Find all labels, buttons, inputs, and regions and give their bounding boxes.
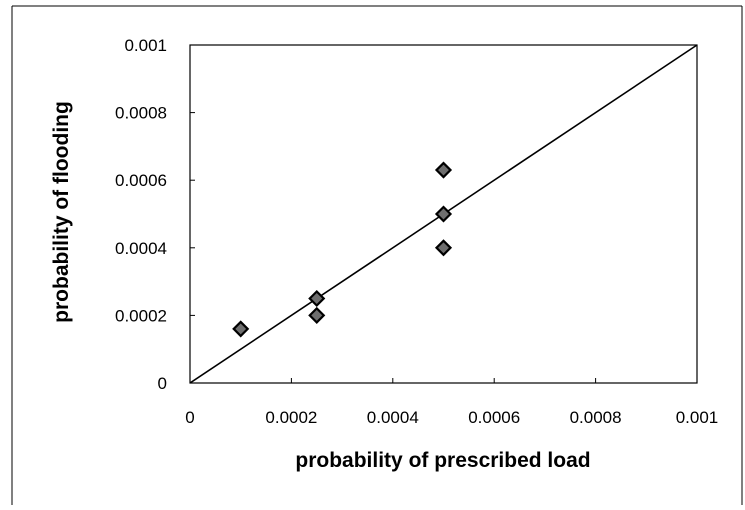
data-point [232, 320, 250, 338]
y-tick-label: 0.0006 [115, 171, 167, 190]
x-axis: 0 0.0002 0.0004 0.0006 0.0008 0.001 [185, 378, 718, 427]
y-tick-label: 0.0002 [115, 306, 167, 325]
data-point [434, 161, 453, 179]
x-tick-label: 0.0002 [265, 408, 317, 427]
x-tick-label: 0.0008 [570, 408, 622, 427]
y-tick-label: 0.0004 [115, 239, 167, 258]
y-tick-label: 0 [158, 374, 167, 393]
y-axis: 0 0.0002 0.0004 0.0006 0.0008 0.001 [115, 36, 195, 393]
data-point [308, 289, 326, 308]
x-axis-title: probability of prescribed load [295, 449, 590, 472]
data-points [232, 161, 453, 338]
x-tick-label: 0.0006 [468, 408, 520, 427]
y-axis-title: probability of flooding [50, 101, 73, 323]
y-tick-label: 0.001 [124, 36, 167, 55]
x-tick-label: 0 [185, 408, 194, 427]
y-tick-label: 0.0008 [115, 104, 167, 123]
x-tick-label: 0.001 [676, 408, 719, 427]
data-point [434, 239, 453, 257]
data-point [434, 205, 453, 223]
data-point [308, 306, 326, 324]
x-tick-label: 0.0004 [367, 408, 419, 427]
